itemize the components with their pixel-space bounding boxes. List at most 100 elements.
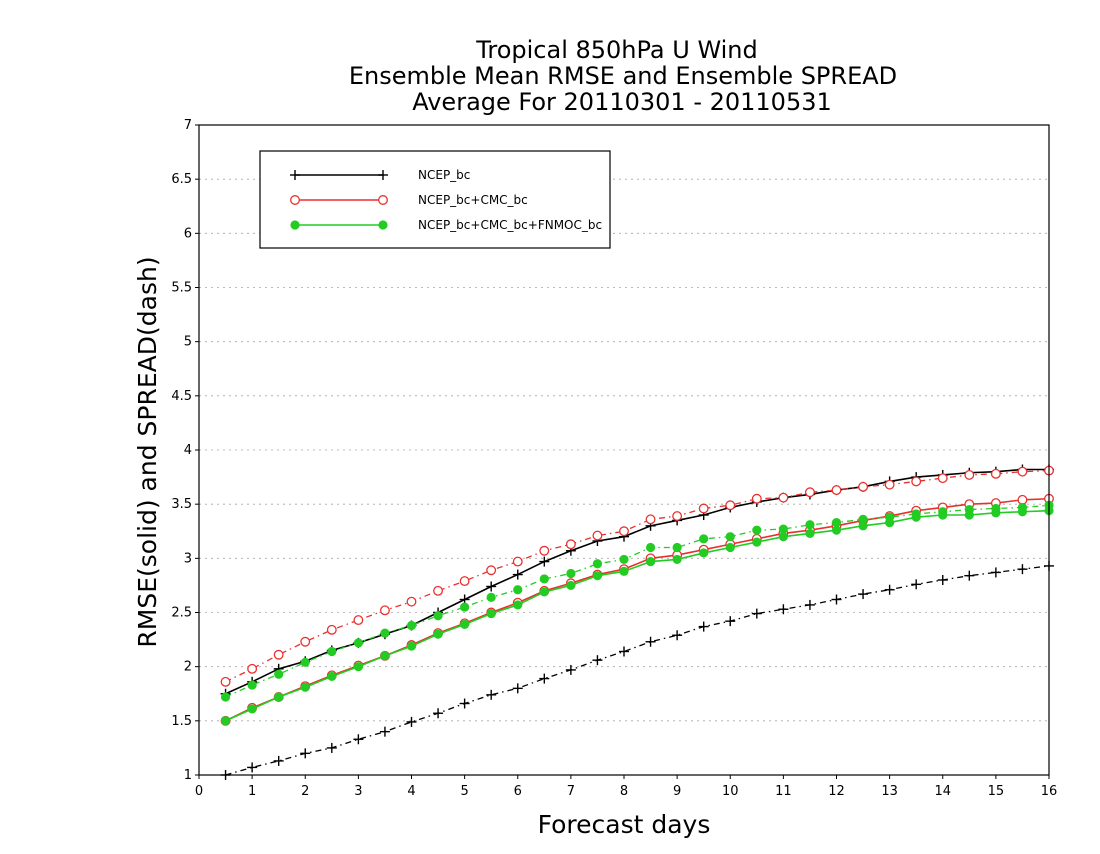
series-3-spread-point-14	[566, 568, 576, 579]
series-3-spread-point-13	[539, 574, 549, 584]
y-tick-label-3: 2.5	[171, 606, 192, 621]
series-2-spread-point-2	[247, 663, 258, 674]
x-tick-label-14: 14	[934, 784, 951, 799]
y-tick-label-2: 2	[184, 660, 192, 675]
series-2-spread-point-28	[937, 473, 948, 484]
series-3-rmse-point-11	[486, 608, 496, 619]
series-3-spread-point-16	[619, 554, 629, 565]
series-1-spread-point-10	[459, 698, 470, 709]
series-3-rmse-point-8	[406, 641, 417, 651]
data-series	[220, 464, 1054, 780]
series-2-spread-point-23	[804, 487, 815, 498]
series-2-spread-point-12	[512, 556, 523, 567]
series-1-spread-point-26	[884, 584, 895, 595]
series-3-spread-point-3	[274, 669, 284, 679]
series-1-spread-point-8	[406, 716, 417, 727]
series-1-spread-point-11	[486, 689, 497, 700]
x-tick-label-11: 11	[775, 784, 792, 799]
y-tick-label-6: 4	[184, 443, 192, 458]
series-1-spread-point-31	[1017, 564, 1028, 575]
series-2-spread-point-1	[220, 676, 231, 687]
series-3-rmse-point-3	[274, 692, 284, 702]
series-1-spread-point-21	[751, 608, 762, 619]
series-2-spread-point-19	[698, 503, 709, 514]
x-tick-label-8: 8	[620, 784, 628, 799]
series-3-rmse-point-16	[619, 566, 629, 576]
legend: NCEP_bc NCEP_bc+CMC_bc NCEP_bc+CMC_bc+FNMO…	[259, 150, 611, 249]
series-2-spread-point-13	[539, 545, 550, 556]
x-tick-label-4: 4	[407, 784, 415, 799]
series-3-rmse-point-29	[964, 510, 974, 520]
legend-label-1: NCEP_bc	[418, 168, 470, 182]
series-3-rmse-point-15	[592, 571, 603, 581]
series-1-spread-point-13	[539, 673, 550, 684]
series-1-spread-point-28	[937, 575, 948, 585]
series-3-spread-point-2	[247, 680, 257, 690]
series-3-rmse-point-9	[433, 629, 443, 639]
chart-title-line-1: Tropical 850hPa U Wind	[475, 36, 758, 64]
x-tick-label-3: 3	[354, 784, 362, 799]
y-tick-label-11: 6.5	[171, 172, 192, 187]
series-3-spread-point-4	[300, 657, 310, 667]
series-1-spread-point-6	[353, 734, 364, 745]
series-3-rmse-point-13	[539, 587, 549, 597]
series-2-spread-point-20	[725, 500, 736, 511]
series-3-rmse-point-5	[327, 671, 337, 682]
series-1-rmse-point-11	[486, 581, 497, 592]
series-2-spread-point-29	[964, 469, 975, 480]
series-3-rmse-point-26	[885, 517, 895, 528]
series-1-spread-point-4	[300, 748, 311, 759]
series-1-spread-point-2	[247, 762, 258, 773]
series-1-spread-point-5	[326, 742, 337, 753]
series-3-rmse-point-21	[752, 537, 762, 547]
series-1-spread-point-29	[964, 570, 975, 581]
series-3-rmse-point-10	[460, 619, 470, 630]
y-tick-label-12: 7	[184, 118, 192, 133]
legend-marker-left-1	[290, 170, 300, 180]
x-tick-label-9: 9	[673, 784, 681, 799]
legend-marker-right-1	[378, 170, 388, 180]
axis-ticks: 11.522.533.544.555.566.570 1 2 3 4 5 6 7 8 9 10 11 1…	[171, 118, 1057, 799]
series-2-spread-point-14	[565, 539, 576, 550]
series-3-rmse-point-25	[858, 521, 868, 531]
series-3-spread-point-9	[433, 611, 443, 621]
series-1-spread-point-25	[858, 589, 869, 600]
series-3-rmse-point-4	[300, 682, 310, 692]
series-1-rmse-point-13	[539, 556, 550, 567]
series-3-spread-point-20	[725, 532, 735, 542]
x-tick-label-16: 16	[1041, 784, 1058, 799]
series-1-spread-point-16	[619, 646, 629, 657]
series-1-spread-line	[225, 565, 1050, 776]
series-3-rmse-point-1	[220, 716, 231, 726]
series-2-spread-point-17	[645, 514, 656, 525]
series-3-spread-point-15	[592, 559, 603, 569]
series-1-spread-point-23	[804, 599, 815, 610]
series-3-rmse-point-22	[778, 532, 788, 542]
series-1-spread-point-17	[645, 636, 656, 647]
series-3-rmse-point-18	[672, 554, 682, 565]
legend-marker-right-2	[378, 195, 388, 205]
series-3-spread-point-10	[460, 602, 470, 612]
series-2-spread-point-3	[273, 649, 284, 660]
x-tick-label-13: 13	[881, 784, 898, 799]
series-1-spread-point-3	[273, 755, 284, 766]
plot-frame	[198, 124, 1050, 776]
series-3-rmse-point-14	[566, 580, 576, 591]
series-3-spread-point-11	[486, 592, 496, 602]
legend-marker-right-3	[378, 220, 388, 230]
series-3-rmse-point-12	[513, 600, 523, 610]
legend-label-2: NCEP_bc+CMC_bc	[418, 193, 528, 207]
series-2-spread-point-6	[353, 615, 364, 626]
chart-title: Tropical 850hPa U Wind Ensemble Mean RMS…	[349, 36, 897, 116]
legend-marker-left-3	[290, 220, 300, 230]
y-tick-label-9: 5.5	[171, 281, 192, 296]
series-1-spread-point-22	[778, 604, 789, 615]
series-3-spread-point-6	[353, 638, 363, 648]
series-1-spread-point-30	[990, 567, 1001, 578]
chart-title-line-3: Average For 20110301 - 20110531	[412, 88, 832, 116]
series-1-spread-point-12	[512, 683, 523, 694]
series-1-rmse-line	[225, 468, 1049, 695]
series-3-spread-point-12	[513, 585, 523, 595]
series-3-spread-point-22	[778, 524, 788, 534]
